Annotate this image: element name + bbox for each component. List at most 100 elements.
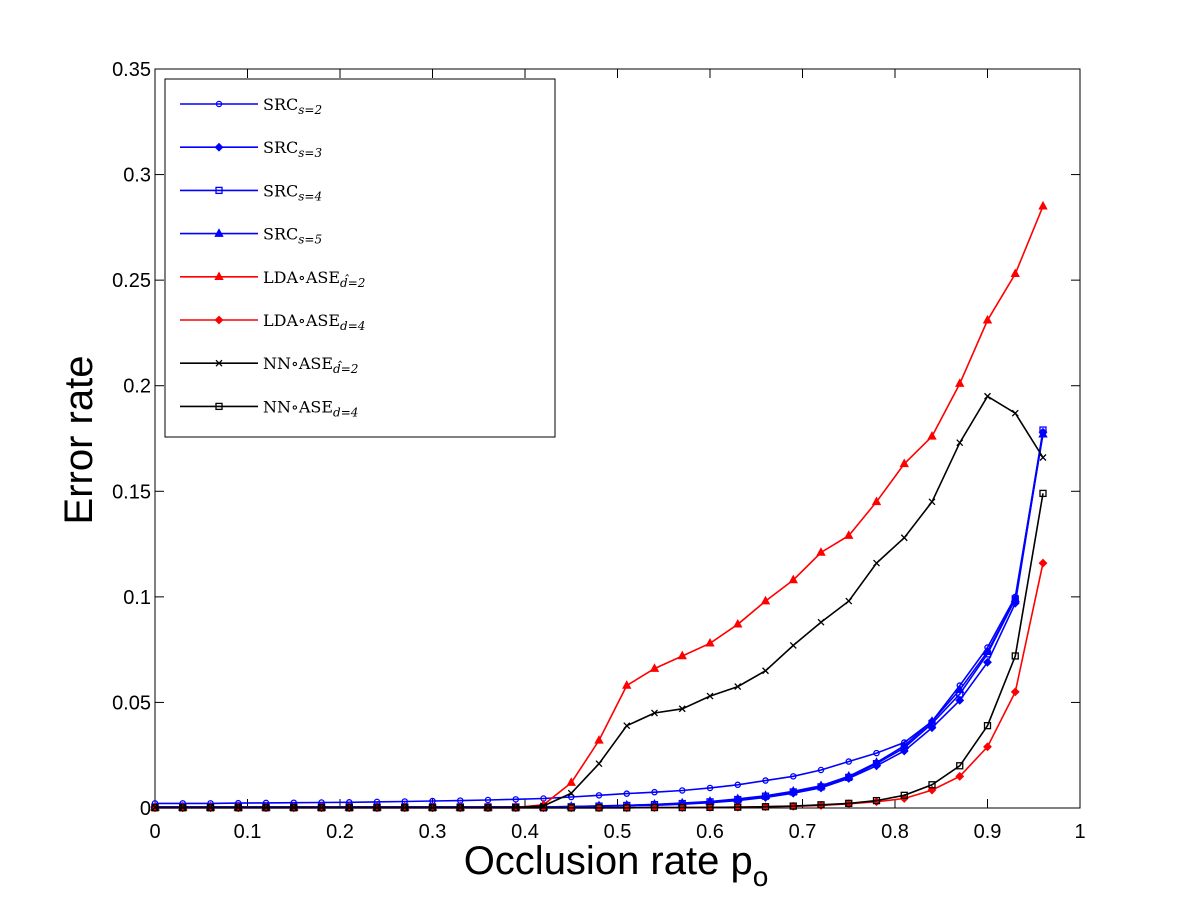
legend-entry: LDA∘ASEd̂=2 [180,268,365,290]
data-point [873,559,880,567]
legend-marker [214,271,224,281]
legend-marker [214,142,224,152]
series-8 [151,489,1047,812]
legend-label-main: SRC [263,95,298,114]
legend-label: SRCs=3 [263,138,322,160]
legend-entry: NN∘ASEd=4 [180,397,358,419]
legend-label-sub: d̂=2 [340,273,365,290]
data-point [317,804,326,812]
legend-label-main: SRC [263,138,298,157]
data-point [816,780,826,790]
y-axis-label: Error rate [57,356,101,525]
legend-marker [214,228,224,237]
x-tick-label: 0.8 [881,821,909,843]
y-tick-label: 0.1 [123,587,151,609]
data-point [982,646,993,656]
data-point [456,804,464,812]
data-point [956,762,964,770]
data-point [983,722,992,730]
legend-label: LDA∘ASEd̂=2 [263,268,365,290]
data-point [984,392,991,400]
data-point [955,771,965,781]
y-tick-label: 0.25 [112,270,151,292]
legend-label-sub: s=5 [298,233,322,247]
y-tick-label: 0.3 [123,165,151,187]
data-point [761,803,770,811]
x-axis-label-sub: o [753,861,769,892]
data-point [983,742,992,752]
legend-label-sub: s=3 [298,146,322,160]
y-tick-label: 0.2 [123,376,151,398]
data-point [678,705,686,713]
legend-entry: LDA∘ASEd=4 [180,311,365,333]
data-point [955,684,965,694]
data-point [760,595,771,605]
data-point [651,788,658,796]
data-point [1038,200,1048,210]
y-tick-label: 0 [140,798,151,820]
data-point [706,784,714,792]
y-tick-label: 0.35 [112,59,151,81]
data-point [1011,652,1019,660]
data-point [651,709,658,717]
data-point [623,804,631,812]
data-point [179,804,187,812]
x-tick-label: 0.5 [604,821,632,843]
x-axis-ticks: 0 0.1 0.2 0.3 0.4 0.5 0.6 0.7 0.8 0.9 1 [149,69,1086,843]
legend-entry: SRCs=3 [180,138,322,160]
legend-box [164,78,556,438]
legend-label: NN∘ASEd̂=2 [263,354,358,376]
data-point [790,773,797,780]
data-point [734,781,742,789]
data-point [1039,489,1047,498]
data-point [789,641,797,649]
data-point [706,692,714,700]
data-point [705,637,715,647]
data-point [845,799,853,808]
legend-label-main: LDA∘ASE [263,268,340,287]
data-point [762,667,769,675]
series-line [155,432,1044,805]
data-point [955,695,965,705]
data-point [595,792,603,799]
data-point [595,804,603,812]
data-point [845,758,853,765]
data-point [760,790,771,800]
data-point [206,804,215,812]
data-point [927,431,937,440]
x-tick-label: 0 [149,821,160,843]
data-point [871,496,882,506]
legend-entry: NN∘ASEd̂=2 [180,354,358,376]
y-tick-label: 0.05 [112,692,151,714]
data-point [373,804,381,812]
x-tick-label: 0.7 [789,821,817,843]
legend-label-sub: d=4 [340,319,365,333]
data-point [1038,558,1048,568]
legend-label: SRCs=2 [263,95,322,117]
x-tick-label: 0.4 [511,821,539,843]
data-point [1011,409,1019,417]
data-point [566,777,576,786]
data-point [734,803,742,811]
data-point [706,803,714,812]
data-point [983,657,992,667]
legend-label-main: SRC [263,181,298,200]
x-tick-label: 0.3 [419,821,447,843]
data-point [816,547,826,556]
legend-label-main: SRC [263,225,298,244]
data-point [733,793,743,803]
legend: SRCs=2SRCs=3SRCs=4SRCs=5LDA∘ASEd̂=2LDA∘A… [164,78,556,438]
data-point [649,663,660,672]
data-point [733,618,743,628]
data-point [234,804,242,812]
legend-label: SRCs=4 [263,181,322,203]
data-point [899,458,909,468]
data-point [622,680,632,689]
x-tick-label: 0.2 [326,821,354,843]
legend-label: SRCs=5 [263,225,322,247]
data-point [151,804,159,812]
data-point [1010,268,1020,278]
legend-label-sub: s=4 [298,189,322,203]
data-point [567,789,575,797]
